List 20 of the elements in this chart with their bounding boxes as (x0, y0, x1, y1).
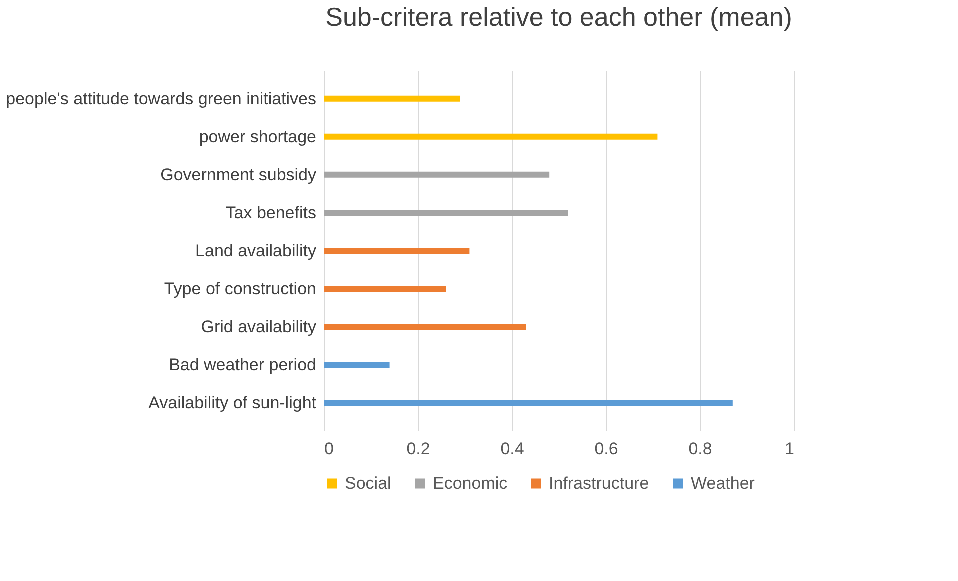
legend-label: Social (345, 474, 392, 493)
y-tick-label: Grid availability (201, 318, 317, 337)
x-tick-label: 1 (785, 440, 794, 458)
legend-label: Weather (691, 474, 756, 493)
x-tick-label: 0.4 (500, 440, 524, 458)
legend-label: Infrastructure (549, 474, 650, 493)
legend-label: Economic (433, 474, 508, 493)
y-tick-label: Bad weather period (169, 356, 316, 375)
y-tick-label: Availability of sun-light (148, 394, 317, 413)
x-tick-label: 0.2 (406, 440, 430, 458)
y-tick-label: Government subsidy (160, 165, 317, 184)
chart-title: Sub-critera relative to each other (mean) (326, 2, 792, 32)
x-tick-label: 0 (324, 440, 334, 458)
y-tick-label: power shortage (199, 127, 316, 146)
y-tick-label: people's attitude towards green initiatives (6, 89, 316, 108)
y-tick-label: Type of construction (164, 280, 316, 299)
y-tick-label: Land availability (196, 242, 317, 260)
y-tick-label: Tax benefits (226, 203, 316, 222)
x-tick-label: 0.6 (594, 440, 618, 458)
x-tick-label: 0.8 (688, 440, 712, 458)
